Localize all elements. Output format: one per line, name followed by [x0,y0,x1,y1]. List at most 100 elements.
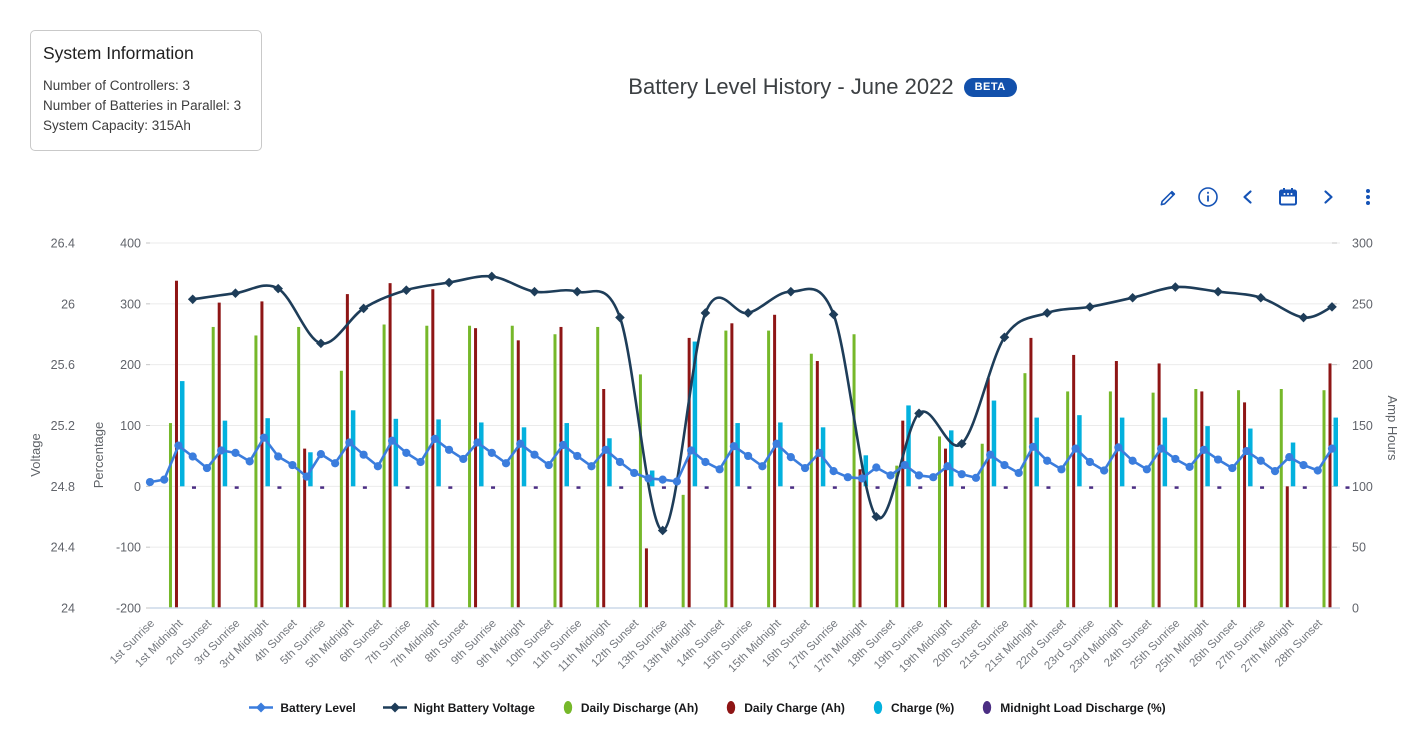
battery-level-point [1085,457,1095,467]
system-info-controllers: Number of Controllers: 3 [43,78,191,93]
line-series [145,271,1337,536]
bar-daily-discharge [510,325,514,608]
bar-daily-charge [1114,361,1118,608]
legend-label: Daily Discharge (Ah) [580,700,699,715]
charge-pct-marker-icon [873,701,883,714]
bar-midnight-load-discharge [1260,486,1265,489]
bar-daily-discharge [1066,391,1070,608]
bar-charge-pct [436,419,441,487]
battery-level-point [986,450,995,459]
battery-level-point [473,438,482,447]
previous-period-button[interactable] [1235,184,1261,210]
bar-midnight-load-discharge [1131,486,1136,489]
voltage-point [187,294,198,305]
bar-daily-charge [943,448,947,608]
bar-daily-discharge [1279,389,1283,608]
daily-discharge-marker-icon [563,701,573,714]
system-info-capacity: System Capacity: 315Ah [43,118,191,133]
bar-daily-discharge [297,326,301,608]
legend-item-battery-level[interactable]: Battery Level [249,700,356,715]
battery-level-point [729,442,738,451]
battery-level-point [900,460,909,470]
battery-level-point [544,460,553,470]
legend-item-charge-pct[interactable]: Charge (%) [872,700,954,715]
battery-level-point [1299,460,1308,470]
system-info-title: System Information [43,43,194,63]
bar-daily-discharge [980,443,984,608]
bar-midnight-load-discharge [960,486,965,489]
battery-level-point [359,450,368,459]
legend-item-midnight-load-discharge[interactable]: Midnight Load Discharge (%) [981,700,1166,715]
legend-item-daily-discharge[interactable]: Daily Discharge (Ah) [562,700,698,715]
battery-level-point [914,471,924,480]
gridlines [146,242,1340,609]
voltage-point [529,286,540,297]
battery-level-point [1171,454,1180,464]
battery-level-point [701,457,710,467]
legend-item-daily-charge[interactable]: Daily Charge (Ah) [725,700,845,715]
info-button[interactable] [1195,184,1221,210]
bar-daily-discharge [937,436,941,608]
battery-level-point [929,473,938,482]
svg-text:24.8: 24.8 [51,480,75,494]
bar-daily-charge [773,314,777,608]
bar-daily-charge [260,301,264,608]
battery-level-point [644,474,653,483]
bar-daily-discharge [1237,390,1241,608]
voltage-point [1085,302,1095,312]
battery-level-point [387,436,397,445]
battery-level-point [259,433,269,442]
battery-level-point [1014,468,1023,478]
bar-midnight-load-discharge [362,486,367,489]
voltage-point [230,288,241,298]
edit-button[interactable] [1155,184,1181,210]
legend-label: Battery Level [280,700,356,715]
battery-level-point [658,475,667,484]
series-night-battery-voltage [187,271,1337,536]
legend-item-night-battery-voltage[interactable]: Night Battery Voltage [382,700,535,715]
kebab-menu-icon [1359,187,1377,207]
svg-text:-200: -200 [116,602,141,616]
more-options-button[interactable] [1355,184,1381,210]
voltage-point [444,277,454,288]
bar-midnight-load-discharge [1003,486,1008,489]
battery-level-point [601,445,610,454]
battery-level-point [1157,444,1166,453]
battery-level-point [402,448,411,457]
battery-level-point [1285,453,1294,462]
battery-level-point [160,475,169,484]
battery-level-point [672,477,682,486]
battery-level-point [758,462,767,471]
battery-level-point [217,446,226,455]
calendar-button[interactable] [1275,184,1301,210]
bar-midnight-load-discharge [1174,486,1179,489]
bar-daily-charge [730,323,734,608]
legend-label: Night Battery Voltage [413,700,535,715]
svg-text:300: 300 [1352,237,1373,251]
bar-daily-discharge [468,325,472,608]
svg-text:200: 200 [120,358,141,372]
bar-daily-charge [303,448,307,608]
bar-daily-charge [901,420,905,608]
pencil-icon [1158,187,1179,208]
bar-charge-pct [906,405,911,487]
bar-charge-pct [1290,442,1296,487]
battery-level-point [1071,444,1080,453]
bar-midnight-load-discharge [191,486,196,489]
next-period-button[interactable] [1315,184,1341,210]
bar-midnight-load-discharge [747,486,752,489]
daily-charge-marker-icon [727,701,736,714]
battery-level-point [245,457,254,466]
battery-level-point [957,470,966,479]
toolbar [1155,184,1381,210]
beta-badge: BETA [963,77,1017,97]
bar-daily-discharge [1322,390,1326,608]
bar-charge-pct [692,341,698,487]
bar-daily-discharge [168,423,172,608]
bar-charge-pct [265,418,270,487]
legend-label: Charge (%) [890,700,955,715]
bar-charge-pct [564,423,569,487]
bar-midnight-load-discharge [405,486,410,489]
battery-level-point [1114,443,1123,452]
